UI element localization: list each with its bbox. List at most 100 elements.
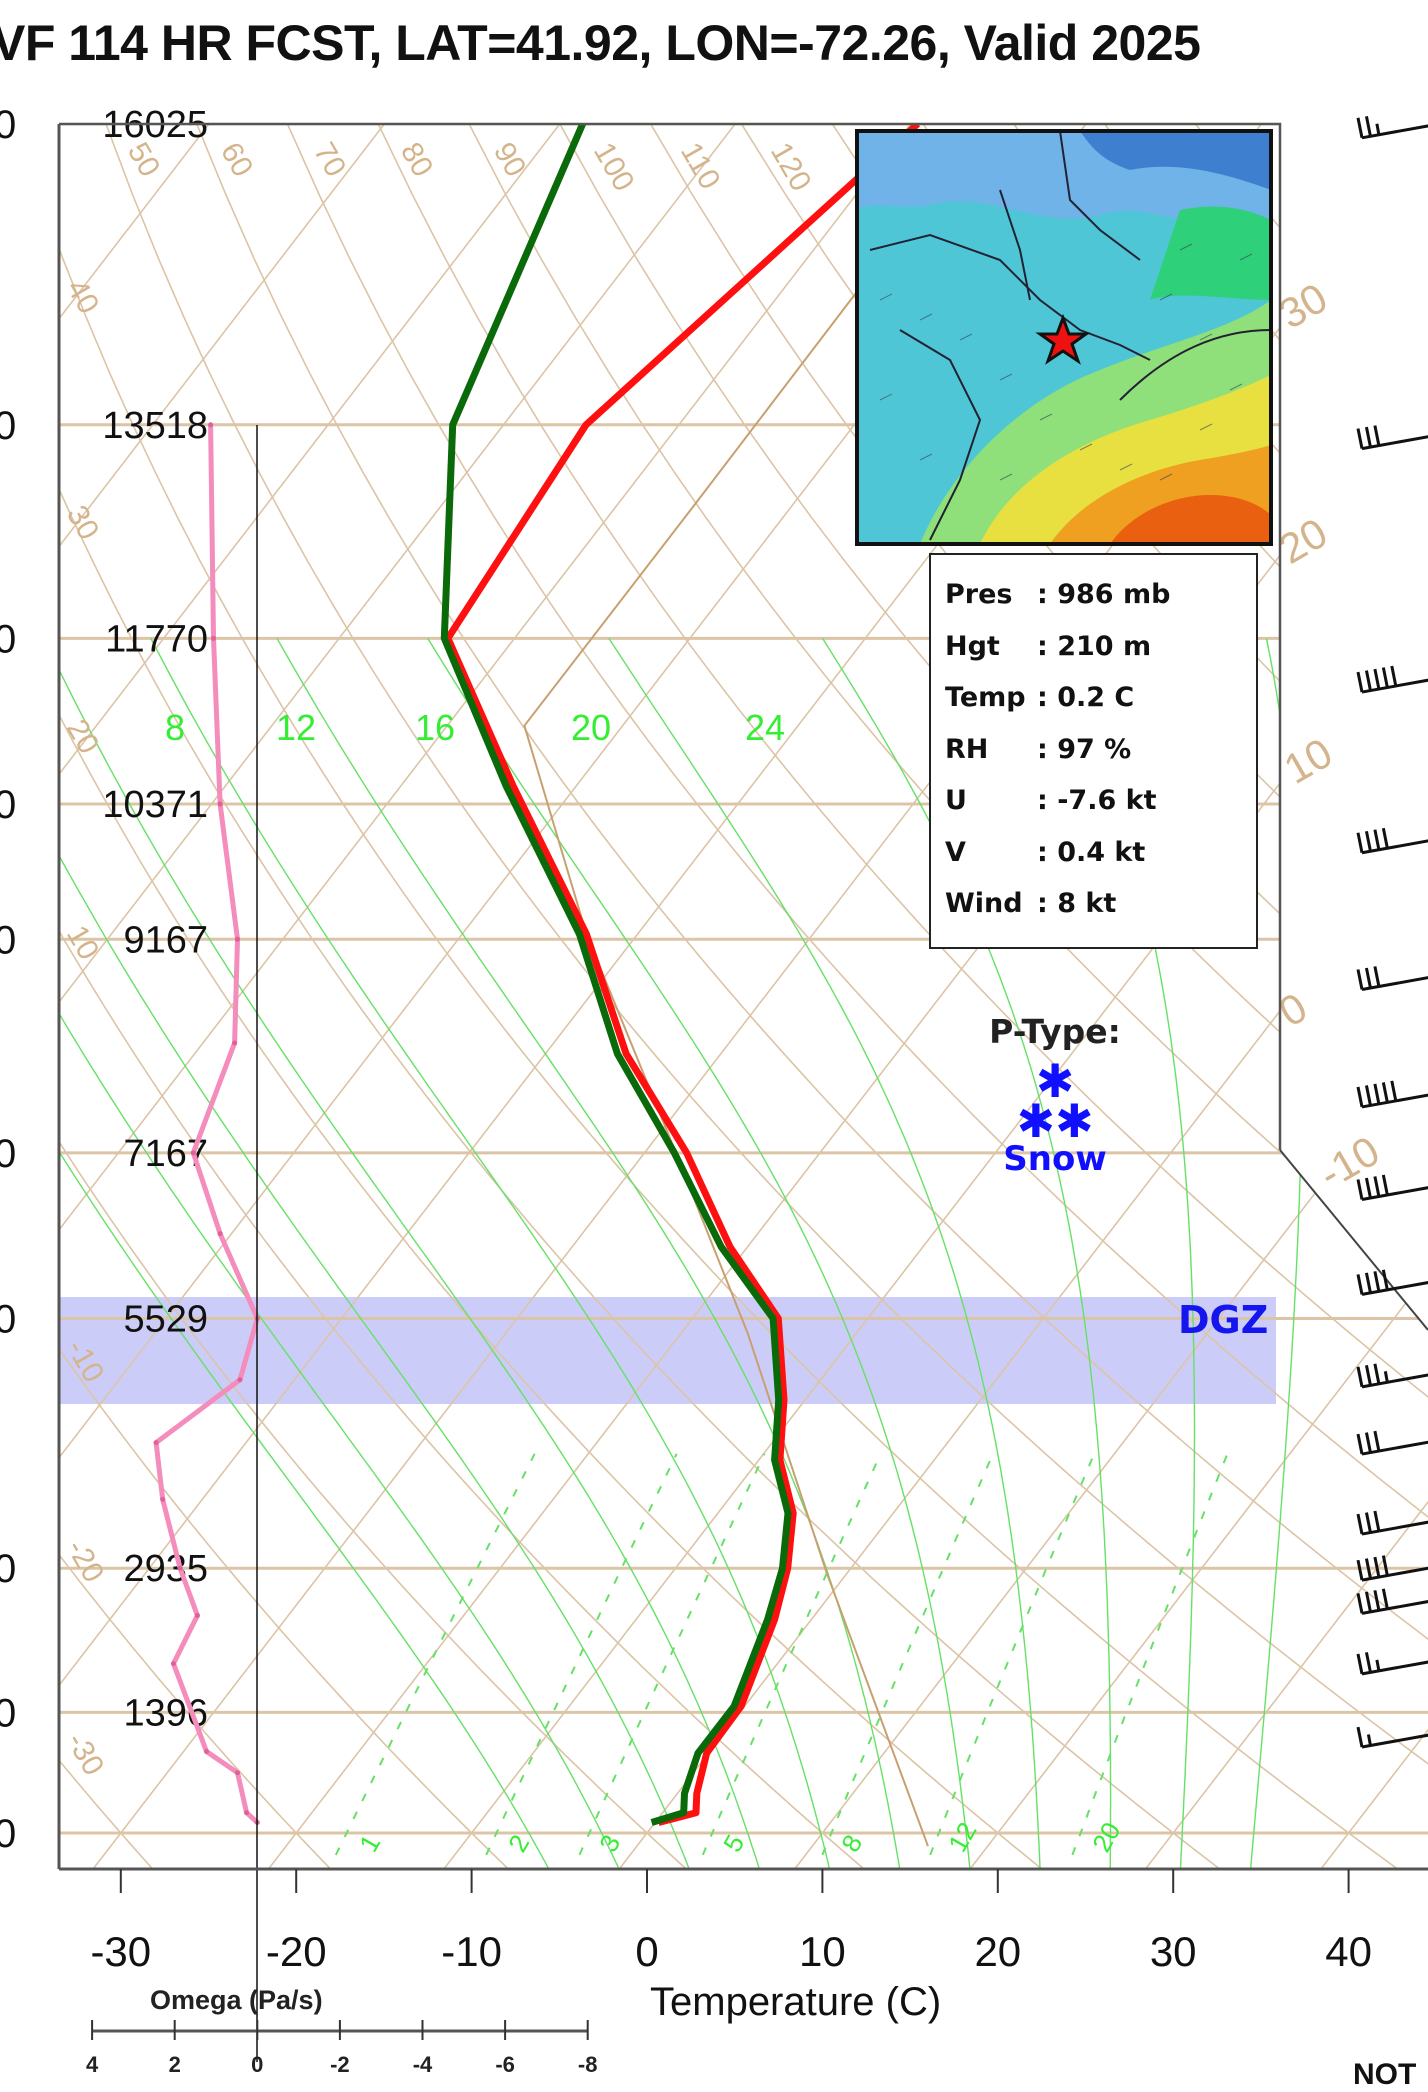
mixing-ratio-line — [1072, 1454, 1227, 1855]
wind-barb-half — [1368, 1735, 1370, 1746]
theta-label: 60 — [214, 137, 259, 182]
x-tick-label: 30 — [1150, 1928, 1197, 1975]
pressure-label: 0 — [0, 1812, 16, 1856]
moist-adiabat-label: 8 — [165, 707, 185, 748]
wind-barb-icon — [1358, 1270, 1428, 1295]
wind-barb-staff — [1362, 1440, 1428, 1454]
moist-adiabat-label: 24 — [745, 707, 785, 748]
wind-barb-flag — [1375, 669, 1379, 689]
wind-barb-flag — [1383, 1175, 1387, 1195]
wind-barb-flag — [1358, 1593, 1362, 1613]
omega-point — [154, 1440, 159, 1445]
info-key: V — [945, 827, 1037, 879]
wind-barb-flag — [1375, 1511, 1379, 1531]
wind-barb-half — [1377, 1660, 1379, 1671]
pressure-label: 0 — [0, 1691, 16, 1735]
omega-axis-title: Omega (Pa/s) — [150, 1985, 323, 2016]
wind-barb-staff — [1362, 1520, 1428, 1534]
omega-point — [211, 636, 216, 641]
omega-point — [160, 1497, 165, 1502]
theta-label: 0 — [1271, 983, 1315, 1035]
dgz-label: DGZ — [1178, 1298, 1268, 1342]
info-value: : 0.4 kt — [1037, 827, 1145, 879]
theta-label: 10 — [60, 920, 105, 965]
theta-label: -20 — [60, 1534, 110, 1588]
wind-barb-icon — [1358, 1431, 1428, 1454]
info-row: Hgt: 210 m — [945, 621, 1256, 673]
wind-barb-staff — [1362, 124, 1428, 138]
isotherm-line — [0, 46, 445, 1870]
omega-point — [235, 937, 240, 942]
wind-barb-icon — [1358, 966, 1428, 989]
theta-label: 80 — [394, 137, 439, 182]
omega-point — [204, 1749, 209, 1754]
info-key: Temp — [945, 672, 1037, 724]
info-key: RH — [945, 724, 1037, 776]
wind-barb-flag — [1366, 1273, 1370, 1293]
x-tick-label: 10 — [799, 1928, 846, 1975]
theta-label: 20 — [60, 714, 105, 759]
wind-barb-flag — [1383, 668, 1387, 688]
snowflake-icon: ✱ ✱✱ — [960, 1061, 1150, 1141]
moist-adiabat-line — [277, 638, 900, 1869]
wind-barb-flag — [1375, 1590, 1379, 1610]
wind-barb-icon — [1358, 828, 1428, 853]
wind-barb-flag — [1358, 1274, 1362, 1294]
moist-adiabat-line — [428, 638, 970, 1869]
height-label: 11770 — [105, 618, 208, 660]
omega-tick-label: 0 — [251, 2052, 263, 2077]
info-key: Wind — [945, 878, 1037, 930]
wind-barb-flag — [1366, 1513, 1370, 1533]
precip-type-panel: P-Type: ✱ ✱✱ Snow — [960, 1012, 1150, 1179]
wind-barb-icon — [1358, 426, 1428, 449]
wind-barb-staff — [1362, 839, 1428, 853]
info-value: : 97 % — [1037, 724, 1131, 776]
info-row: Wind: 8 kt — [945, 878, 1256, 930]
wind-barb-flag — [1366, 1652, 1370, 1672]
wind-barb-flag — [1358, 970, 1362, 990]
isotherm-line — [0, 46, 796, 1870]
mixing-ratio-line — [580, 1454, 765, 1855]
mixing-ratio-line — [822, 1454, 993, 1855]
wind-barb-flag — [1383, 828, 1387, 848]
wind-barb-flag — [1375, 426, 1379, 446]
height-label: 10371 — [102, 784, 208, 826]
wind-barb-flag — [1358, 1180, 1362, 1200]
info-row: Pres: 986 mb — [945, 569, 1256, 621]
height-label: 2935 — [123, 1548, 208, 1590]
inset-map — [857, 131, 1271, 544]
theta-label: 90 — [487, 137, 532, 182]
wind-barb-flag — [1383, 1082, 1387, 1102]
wind-barb-flag — [1358, 429, 1362, 449]
wind-barb-half — [1385, 1371, 1387, 1382]
height-label: 5529 — [123, 1298, 208, 1340]
height-label: 13518 — [102, 405, 208, 447]
wind-barb-flag — [1358, 1087, 1362, 1107]
omega-point — [208, 422, 213, 427]
pressure-label: 0 — [0, 1297, 16, 1341]
wind-barb-flag — [1375, 1084, 1379, 1104]
info-key: Hgt — [945, 621, 1037, 673]
wind-barb-icon — [1358, 1081, 1428, 1107]
wind-barb-staff — [1362, 1373, 1428, 1387]
wind-barb-flag — [1366, 671, 1370, 691]
theta-label: -30 — [60, 1727, 110, 1781]
info-row: U: -7.6 kt — [945, 775, 1256, 827]
ptype-label: P-Type: — [960, 1012, 1150, 1051]
wind-barb-flag — [1358, 1434, 1362, 1454]
x-tick-label: 40 — [1325, 1928, 1372, 1975]
omega-point — [171, 1661, 176, 1666]
omega-tick-label: -4 — [413, 2052, 433, 2077]
info-value: : 0.2 C — [1037, 672, 1134, 724]
moist-adiabat-label: 12 — [276, 707, 316, 748]
x-axis-title: Temperature (C) — [650, 1980, 941, 2025]
info-value: : 8 kt — [1037, 878, 1116, 930]
mixing-ratio-line — [930, 1454, 1094, 1855]
wind-barb-flag — [1375, 966, 1379, 986]
info-value: : -7.6 kt — [1037, 775, 1157, 827]
wind-barb-staff — [1362, 976, 1428, 990]
pressure-label: 0 — [0, 1547, 16, 1591]
wind-barb-icon — [1358, 1652, 1428, 1674]
